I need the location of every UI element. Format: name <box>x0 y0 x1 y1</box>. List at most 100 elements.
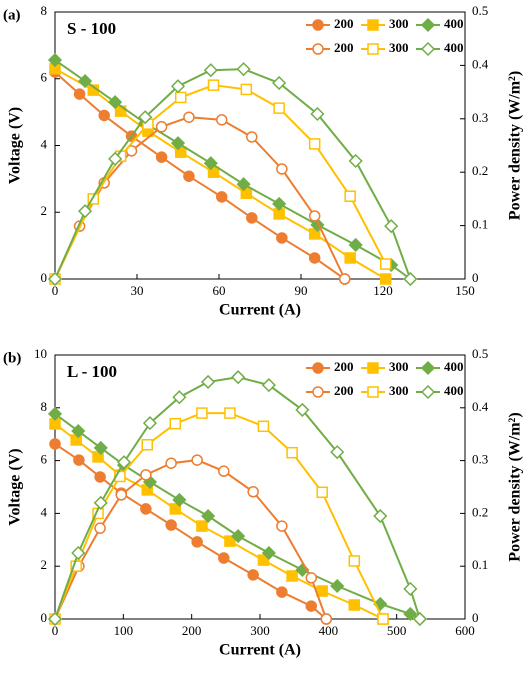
data-point <box>308 210 321 222</box>
data-point <box>379 258 392 270</box>
data-point <box>308 138 321 150</box>
x-tick-label: 500 <box>387 623 407 638</box>
y2-tick-label: 0.3 <box>472 110 488 125</box>
data-point <box>172 492 187 507</box>
data-point <box>93 440 108 455</box>
legend-marker <box>312 19 324 31</box>
data-point <box>330 578 345 594</box>
data-point <box>169 503 182 515</box>
x-tick-label: 0 <box>52 283 59 298</box>
data-point <box>191 536 203 548</box>
panel-label: (b) <box>3 350 21 366</box>
data-point <box>215 114 228 126</box>
data-point <box>338 273 351 285</box>
data-point <box>273 102 285 114</box>
y2-tick-label: 0.3 <box>472 452 488 467</box>
y-tick-label: 4 <box>41 504 48 519</box>
y-tick-label: 8 <box>41 3 48 18</box>
x-tick-label: 150 <box>455 283 475 298</box>
y-tick-label: 0 <box>41 610 48 625</box>
data-point <box>218 552 230 564</box>
y-tick-label: 8 <box>41 399 48 414</box>
legend-marker <box>367 386 379 398</box>
data-point <box>348 555 361 567</box>
data-point <box>78 74 93 89</box>
data-point <box>247 569 259 581</box>
data-point <box>141 439 153 451</box>
annotation: S - 100 <box>67 19 116 38</box>
annotation: L - 100 <box>67 362 117 381</box>
data-point <box>224 407 236 419</box>
data-point <box>272 196 287 211</box>
data-point <box>71 423 86 439</box>
data-point <box>49 438 61 450</box>
y2-tick-label: 0.5 <box>472 346 488 361</box>
data-point <box>47 611 63 627</box>
data-point <box>261 545 276 561</box>
data-point <box>320 613 333 625</box>
legend-label: 300 <box>389 359 409 374</box>
x-tick-label: 200 <box>182 623 202 638</box>
legend-label: 300 <box>389 16 409 31</box>
data-point <box>98 109 110 122</box>
data-point <box>276 163 288 175</box>
data-point <box>108 95 123 110</box>
series-line <box>54 71 346 280</box>
y2-axis-title: Power density (W/m²) <box>507 71 524 220</box>
data-point <box>203 63 218 78</box>
data-point <box>174 91 187 104</box>
legend-label: 400 <box>444 359 464 374</box>
series-line <box>54 459 328 620</box>
series-line <box>54 68 412 280</box>
y-tick-label: 2 <box>41 203 48 218</box>
data-point <box>261 378 276 393</box>
data-point <box>276 520 288 532</box>
data-point <box>316 486 328 499</box>
data-point <box>231 529 246 544</box>
data-point <box>412 611 427 627</box>
legend-marker <box>420 17 436 33</box>
legend-label: 200 <box>334 40 354 55</box>
data-point <box>231 370 246 385</box>
legend-marker <box>312 362 324 374</box>
data-point <box>170 136 186 151</box>
legend-label: 400 <box>444 40 464 55</box>
data-point <box>330 445 345 460</box>
data-point <box>224 535 236 547</box>
data-point <box>201 374 216 389</box>
data-point <box>344 190 356 202</box>
y-tick-label: 6 <box>41 452 48 467</box>
data-point <box>183 170 195 182</box>
y2-tick-label: 0.4 <box>472 56 489 71</box>
data-point <box>201 508 216 524</box>
data-point <box>257 420 270 433</box>
data-point <box>246 212 258 224</box>
data-point <box>348 153 363 169</box>
data-point <box>384 219 399 234</box>
panel-label: (a) <box>3 7 21 23</box>
data-point <box>305 572 317 584</box>
data-point <box>172 390 187 405</box>
data-point <box>165 457 177 469</box>
data-point <box>196 407 208 419</box>
legend-marker <box>312 43 324 55</box>
data-point <box>155 151 168 163</box>
data-point <box>218 465 230 477</box>
x-tick-label: 100 <box>114 623 134 638</box>
data-point <box>191 454 203 466</box>
y2-tick-label: 0.1 <box>472 217 488 232</box>
data-point <box>373 508 388 524</box>
y2-tick-label: 0.4 <box>472 399 489 414</box>
data-point <box>155 121 168 133</box>
data-point <box>295 402 310 417</box>
data-point <box>94 522 106 534</box>
y2-tick-label: 0 <box>472 610 479 625</box>
data-point <box>286 446 298 459</box>
data-point <box>276 232 288 244</box>
data-point <box>286 570 298 582</box>
y2-tick-label: 0.2 <box>472 163 488 178</box>
x-tick-label: 90 <box>295 283 308 298</box>
series-line <box>54 413 421 620</box>
data-point <box>47 52 63 68</box>
data-point <box>240 83 253 96</box>
